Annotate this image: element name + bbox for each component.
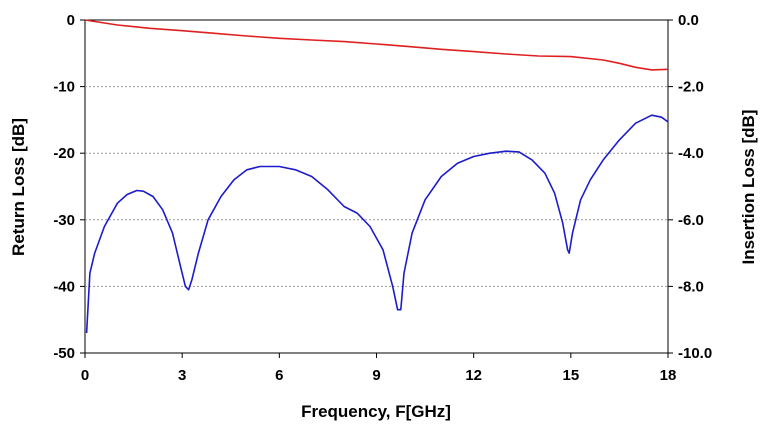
x-tick-label: 9 [372, 367, 380, 384]
left-tick-label: -40 [53, 278, 75, 295]
return-loss-line [85, 114, 669, 334]
left-tick-label: -20 [53, 145, 75, 162]
right-tick-label: 0.0 [678, 12, 699, 29]
right-tick-label: -4.0 [678, 145, 704, 162]
left-tick-label: -50 [53, 345, 75, 362]
right-axis-ticks: 0.0 -2.0 -4.0 -6.0 -8.0 -10.0 [668, 12, 712, 362]
x-tick-label: 3 [178, 367, 186, 384]
x-tick-label: 18 [660, 367, 677, 384]
series-group [84, 19, 669, 334]
left-axis-ticks: 0 -10 -20 -30 -40 -50 [53, 12, 85, 362]
x-tick-label: 12 [465, 367, 482, 384]
x-tick-label: 6 [275, 367, 283, 384]
right-axis-title: Insertion Loss [dB] [739, 110, 758, 265]
left-tick-label: -10 [53, 79, 75, 96]
insertion-loss-line [84, 19, 669, 71]
right-tick-label: -6.0 [678, 212, 704, 229]
right-tick-label: -10.0 [678, 345, 712, 362]
gridlines [85, 86, 668, 287]
right-tick-label: -8.0 [678, 278, 704, 295]
x-axis-title: Frequency, F[GHz] [301, 402, 451, 421]
left-axis-title: Return Loss [dB] [9, 118, 28, 256]
plot-area [84, 19, 669, 354]
x-axis-ticks: 0 3 6 9 12 15 18 [81, 353, 677, 384]
x-tick-label: 15 [562, 367, 579, 384]
right-tick-label: -2.0 [678, 79, 704, 96]
left-tick-label: 0 [67, 12, 75, 29]
left-tick-label: -30 [53, 212, 75, 229]
x-tick-label: 0 [81, 367, 89, 384]
